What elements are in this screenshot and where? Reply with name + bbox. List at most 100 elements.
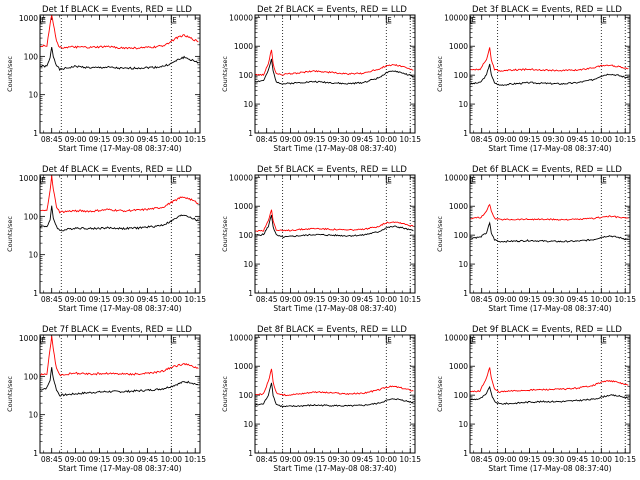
x-tick-label: 10:15	[614, 455, 636, 464]
y-axis-label: Counts/sec	[6, 376, 14, 412]
x-tick-label: 10:15	[184, 455, 206, 464]
y-tick-label: 1	[33, 289, 38, 298]
x-axis-label: Start Time (17-May-08 08:37:40)	[58, 464, 181, 473]
marker-bracket	[385, 176, 392, 184]
detector-panel-7: Det 7f BLACK = Events, RED = LLD 1 10 100 10…	[6, 325, 206, 473]
series-line-lld	[40, 336, 199, 377]
plot-frame	[39, 334, 201, 454]
x-tick-label: 10:15	[184, 295, 206, 304]
plot-frame	[254, 14, 416, 134]
x-tick-label: 09:45	[352, 455, 374, 464]
x-tick-label: 08:45	[471, 295, 493, 304]
x-tick-label: 10:00	[160, 295, 182, 304]
series-line-lld	[470, 203, 629, 221]
x-axis-label: Start Time (17-May-08 08:37:40)	[273, 464, 396, 473]
y-tick-label: 10000	[229, 333, 253, 342]
marker-bracket	[470, 336, 476, 344]
plot-frame	[469, 174, 631, 294]
plot-frame	[469, 334, 631, 454]
x-tick-label: 09:00	[495, 135, 517, 144]
y-tick-label: 10	[458, 100, 468, 109]
y-tick-label: 1000	[234, 362, 253, 371]
marker-bracket	[40, 336, 46, 344]
y-tick-label: 1	[463, 289, 468, 298]
panel-title: Det 8f BLACK = Events, RED = LLD	[257, 325, 407, 335]
x-tick-label: 09:45	[137, 455, 159, 464]
y-tick-label: 10000	[229, 13, 253, 22]
y-tick-label: 100	[239, 71, 254, 80]
marker-bracket	[385, 16, 392, 24]
detector-panel-3: Det 3f BLACK = Events, RED = LLD 1 10 100 10…	[436, 5, 636, 153]
marker-bracket	[170, 176, 177, 184]
y-tick-label: 10	[243, 420, 253, 429]
y-tick-label: 1	[463, 449, 468, 458]
series-line-lld	[255, 368, 414, 397]
y-tick-label: 10	[28, 411, 38, 420]
y-tick-label: 1	[33, 449, 38, 458]
x-tick-label: 08:45	[41, 295, 63, 304]
y-tick-label: 100	[239, 391, 254, 400]
x-tick-label: 09:15	[519, 455, 541, 464]
x-tick-label: 09:45	[567, 135, 589, 144]
x-tick-label: 09:00	[65, 295, 87, 304]
series-line-events	[470, 221, 629, 243]
x-tick-label: 09:30	[543, 295, 565, 304]
plot-frame	[254, 174, 416, 294]
x-axis-label: Start Time (17-May-08 08:37:40)	[58, 304, 181, 313]
panel-title: Det 4f BLACK = Events, RED = LLD	[42, 165, 192, 175]
y-tick-label: 10000	[444, 333, 468, 342]
plot-frame	[469, 14, 631, 134]
panel-title: Det 2f BLACK = Events, RED = LLD	[257, 5, 407, 15]
x-tick-label: 08:45	[256, 455, 278, 464]
y-tick-label: 10000	[444, 13, 468, 22]
y-tick-label: 10000	[444, 173, 468, 182]
y-axis-label: Counts/sec	[221, 376, 229, 412]
y-tick-label: 1	[248, 129, 253, 138]
marker-label: E	[472, 336, 476, 344]
x-tick-label: 09:00	[280, 295, 302, 304]
marker-label: E	[472, 176, 476, 184]
y-axis-label: Counts/sec	[6, 216, 14, 252]
x-tick-label: 09:00	[65, 455, 87, 464]
series-line-lld	[40, 175, 199, 214]
x-tick-label: 09:15	[304, 455, 326, 464]
marker-bracket	[170, 336, 177, 344]
x-tick-label: 09:00	[65, 135, 87, 144]
x-axis-label: Start Time (17-May-08 08:37:40)	[273, 304, 396, 313]
x-tick-label: 09:45	[352, 295, 374, 304]
x-tick-label: 09:00	[495, 455, 517, 464]
x-tick-label: 08:45	[471, 455, 493, 464]
marker-bracket	[600, 16, 607, 24]
x-tick-label: 10:15	[399, 135, 421, 144]
x-tick-label: 09:15	[89, 295, 111, 304]
y-tick-label: 100	[454, 71, 469, 80]
marker-label: E	[387, 176, 391, 184]
y-tick-label: 1	[463, 129, 468, 138]
x-tick-label: 10:00	[590, 135, 612, 144]
marker-label: E	[172, 16, 176, 24]
y-axis-label: Counts/sec	[6, 56, 14, 92]
y-tick-label: 100	[239, 231, 254, 240]
series-line-lld	[40, 15, 199, 50]
x-axis-label: Start Time (17-May-08 08:37:40)	[488, 464, 611, 473]
plot-frame	[254, 334, 416, 454]
x-tick-label: 09:15	[304, 135, 326, 144]
marker-label: E	[42, 16, 46, 24]
y-axis-label: Counts/sec	[436, 216, 444, 252]
panel-title: Det 5f BLACK = Events, RED = LLD	[257, 165, 407, 175]
marker-bracket	[600, 336, 607, 344]
x-tick-label: 10:15	[184, 135, 206, 144]
x-tick-label: 09:15	[519, 135, 541, 144]
plot-frame	[39, 14, 201, 134]
y-axis-label: Counts/sec	[436, 56, 444, 92]
x-axis-label: Start Time (17-May-08 08:37:40)	[488, 304, 611, 313]
x-tick-label: 09:45	[137, 295, 159, 304]
x-tick-label: 09:30	[113, 135, 135, 144]
x-tick-label: 10:00	[590, 295, 612, 304]
panel-title: Det 3f BLACK = Events, RED = LLD	[472, 5, 622, 15]
panel-title: Det 1f BLACK = Events, RED = LLD	[42, 5, 192, 15]
x-tick-label: 09:30	[543, 455, 565, 464]
marker-bracket	[170, 16, 177, 24]
y-tick-label: 1	[33, 129, 38, 138]
